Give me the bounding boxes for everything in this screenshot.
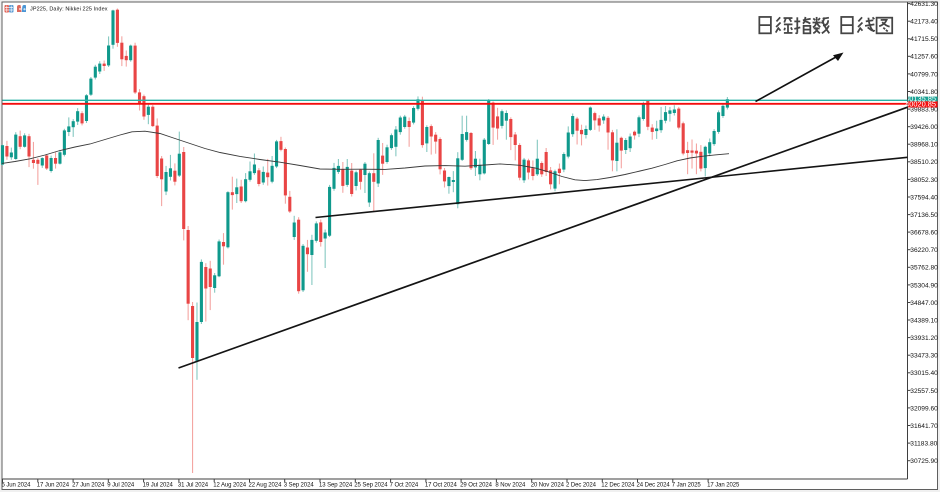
svg-text:41257.60: 41257.60 bbox=[910, 54, 938, 61]
svg-text:31183.80: 31183.80 bbox=[910, 441, 937, 448]
svg-text:33473.30: 33473.30 bbox=[910, 353, 938, 360]
svg-text:34847.00: 34847.00 bbox=[910, 300, 938, 307]
svg-text:42173.40: 42173.40 bbox=[910, 19, 938, 26]
svg-text:35762.80: 35762.80 bbox=[910, 265, 938, 272]
svg-text:2 Dec 2024: 2 Dec 2024 bbox=[566, 483, 597, 489]
svg-text:33931.20: 33931.20 bbox=[910, 335, 938, 342]
svg-text:27 Jun 2024: 27 Jun 2024 bbox=[72, 483, 105, 489]
svg-text:38052.30: 38052.30 bbox=[910, 177, 938, 184]
svg-text:38510.20: 38510.20 bbox=[910, 159, 938, 166]
svg-text:22 Aug 2024: 22 Aug 2024 bbox=[249, 483, 283, 489]
svg-text:32557.50: 32557.50 bbox=[910, 388, 938, 395]
svg-text:40341.80: 40341.80 bbox=[910, 89, 938, 96]
svg-text:40135.85: 40135.85 bbox=[905, 94, 936, 103]
svg-text:5 Jun 2024: 5 Jun 2024 bbox=[2, 483, 32, 489]
svg-text:19 Jul 2024: 19 Jul 2024 bbox=[143, 483, 174, 489]
svg-text:30725.90: 30725.90 bbox=[910, 458, 938, 465]
svg-text:36678.60: 36678.60 bbox=[910, 230, 938, 237]
svg-text:20 Nov 2024: 20 Nov 2024 bbox=[531, 483, 565, 489]
svg-text:42631.30: 42631.30 bbox=[910, 1, 938, 8]
svg-text:13 Sep 2024: 13 Sep 2024 bbox=[319, 483, 353, 489]
svg-text:17 Oct 2024: 17 Oct 2024 bbox=[425, 483, 458, 489]
svg-text:12 Aug 2024: 12 Aug 2024 bbox=[213, 483, 247, 489]
svg-text:29 Oct 2024: 29 Oct 2024 bbox=[460, 483, 493, 489]
svg-text:9 Jul 2024: 9 Jul 2024 bbox=[107, 483, 135, 489]
svg-text:39883.90: 39883.90 bbox=[910, 107, 938, 114]
svg-text:34389.10: 34389.10 bbox=[910, 317, 938, 324]
svg-text:7 Jan 2025: 7 Jan 2025 bbox=[672, 483, 702, 489]
svg-text:JP225, Daily: Nikkei 225 Index: JP225, Daily: Nikkei 225 Index bbox=[30, 6, 108, 12]
svg-text:40020.85: 40020.85 bbox=[905, 99, 936, 108]
svg-text:12 Dec 2024: 12 Dec 2024 bbox=[601, 483, 635, 489]
svg-text:17 Jan 2025: 17 Jan 2025 bbox=[707, 483, 740, 489]
svg-text:25 Sep 2024: 25 Sep 2024 bbox=[354, 483, 388, 489]
svg-text:39426.00: 39426.00 bbox=[910, 124, 938, 131]
svg-text:33015.40: 33015.40 bbox=[910, 370, 938, 377]
svg-text:17 Jun 2024: 17 Jun 2024 bbox=[37, 483, 70, 489]
svg-text:8 Nov 2024: 8 Nov 2024 bbox=[495, 483, 526, 489]
svg-text:37136.50: 37136.50 bbox=[910, 212, 938, 219]
svg-text:36220.70: 36220.70 bbox=[910, 247, 938, 254]
svg-text:7 Oct 2024: 7 Oct 2024 bbox=[390, 483, 419, 489]
svg-text:3 Sep 2024: 3 Sep 2024 bbox=[284, 483, 315, 489]
svg-text:38968.10: 38968.10 bbox=[910, 142, 938, 149]
svg-text:32099.60: 32099.60 bbox=[910, 405, 938, 412]
svg-text:31641.70: 31641.70 bbox=[910, 423, 938, 430]
svg-text:41715.50: 41715.50 bbox=[910, 36, 938, 43]
svg-text:35304.90: 35304.90 bbox=[910, 282, 938, 289]
svg-text:31 Jul 2024: 31 Jul 2024 bbox=[178, 483, 209, 489]
svg-text:24 Dec 2024: 24 Dec 2024 bbox=[637, 483, 671, 489]
svg-text:40799.70: 40799.70 bbox=[910, 71, 938, 78]
svg-text:37594.40: 37594.40 bbox=[910, 194, 938, 201]
